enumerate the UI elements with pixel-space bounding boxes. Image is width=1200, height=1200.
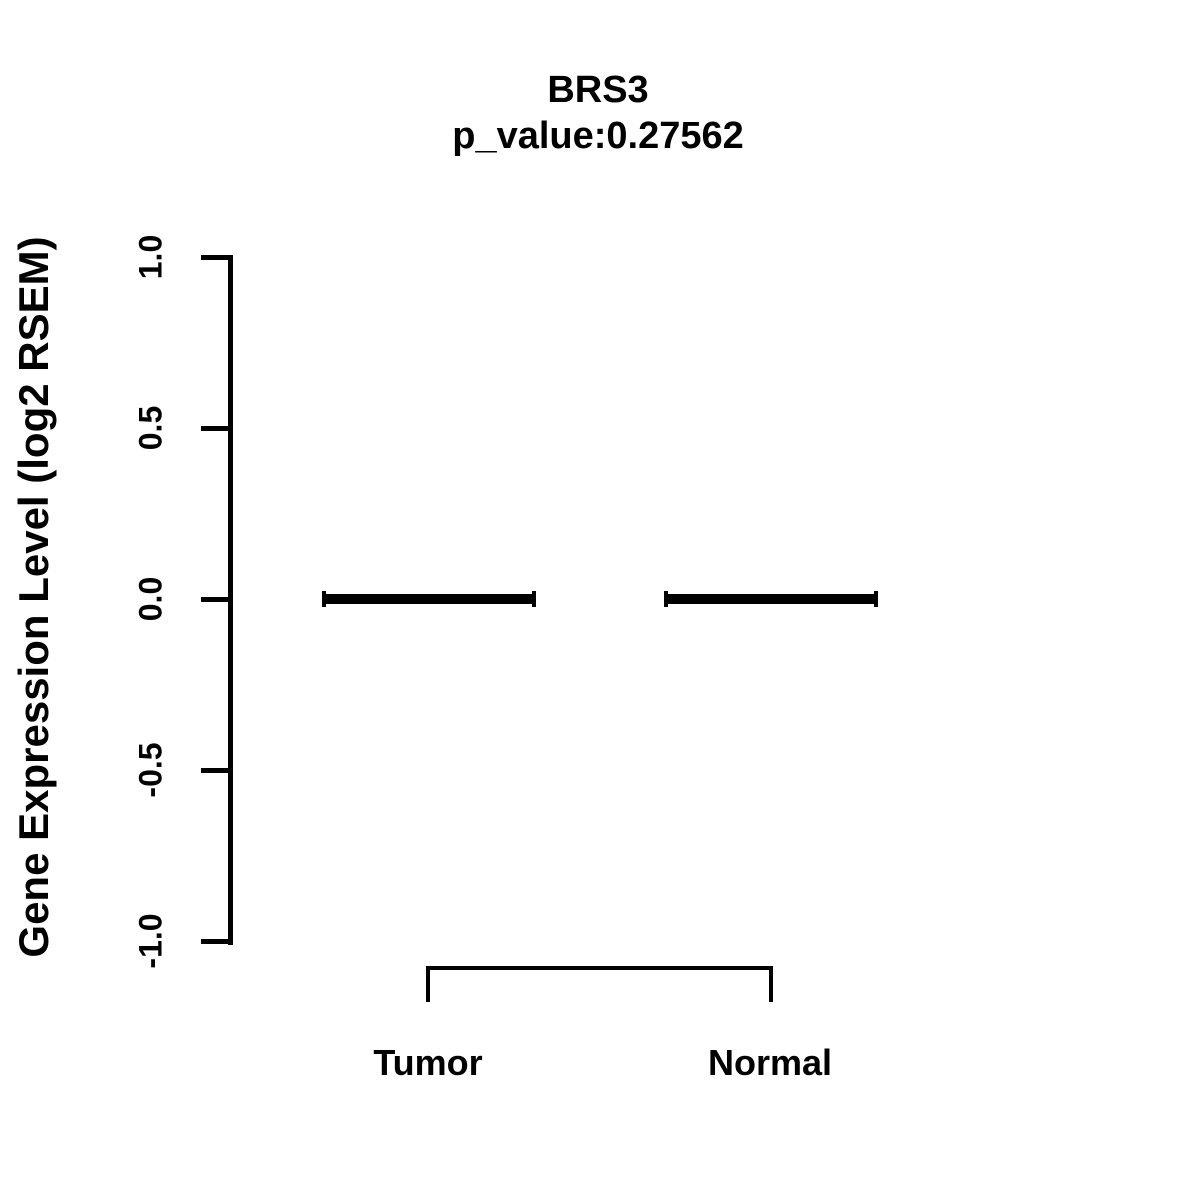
tumor-box-right-edge [532,591,536,607]
comparison-bracket-horizontal [426,966,773,970]
tumor-box-left-edge [322,591,326,607]
normal-median-line [664,591,878,607]
y-tick-label-0.0: 0.0 [132,576,169,622]
comparison-bracket-left-tip [426,966,430,1002]
x-label-normal: Normal [707,1042,833,1083]
tumor-median-line [322,591,536,607]
chart-title-block: BRS3 p_value:0.27562 [452,68,744,160]
y-axis-line [228,255,233,945]
y-axis-title: Gene Expression Level (log2 RSEM) [10,236,57,958]
y-tick-neg0.5 [201,768,229,773]
y-tick-label-neg1.0: -1.0 [132,913,169,969]
comparison-bracket-right-tip [769,966,773,1002]
normal-box-right-edge [874,591,878,607]
y-tick-label-0.5: 0.5 [132,405,169,451]
y-tick-neg1.0 [201,939,229,944]
chart-title: BRS3 [547,69,649,111]
normal-box-left-edge [664,591,668,607]
y-tick-0.0 [201,597,229,602]
y-tick-1.0 [201,255,229,260]
y-tick-label-1.0: 1.0 [132,234,169,280]
x-label-tumor: Tumor [373,1042,483,1083]
y-tick-0.5 [201,426,229,431]
chart-subtitle-pvalue: p_value:0.27562 [452,115,744,157]
y-tick-label-neg0.5: -0.5 [132,742,169,798]
